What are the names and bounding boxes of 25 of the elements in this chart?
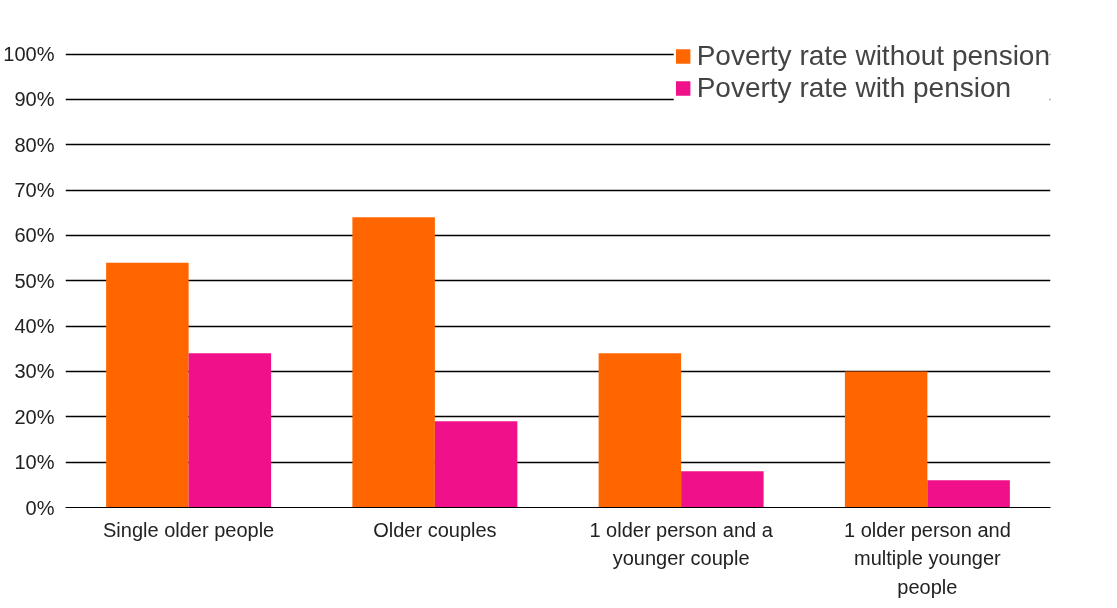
y-tick-label: 0%: [25, 496, 55, 519]
bar: [188, 353, 272, 508]
bar: [927, 480, 1010, 508]
y-tick-label: 40%: [14, 315, 55, 338]
bar: [598, 353, 682, 508]
bar: [106, 262, 189, 508]
bar: [844, 371, 928, 508]
bar: [434, 421, 518, 508]
x-tick-label: 1 older person and multiple younger people: [843, 518, 1011, 598]
y-tick-label: 20%: [14, 405, 55, 428]
y-tick-label: 90%: [14, 88, 55, 111]
x-tick-label: Single older people: [103, 518, 275, 541]
y-tick-label: 80%: [14, 133, 55, 156]
y-tick-label: 70%: [14, 179, 55, 202]
legend-label: Poverty rate with pension: [696, 72, 1012, 104]
bar: [352, 217, 435, 508]
x-tick-label: 1 older person and a younger couple: [589, 518, 774, 570]
y-tick-label: 100%: [3, 43, 55, 66]
y-tick-label: 10%: [14, 451, 55, 474]
y-tick-label: 50%: [14, 269, 55, 292]
bar: [681, 471, 764, 508]
y-tick-label: 60%: [14, 224, 55, 247]
x-tick-label: Older couples: [373, 518, 497, 541]
legend-label: Poverty rate without pension: [696, 40, 1050, 72]
y-tick-label: 30%: [14, 360, 55, 383]
